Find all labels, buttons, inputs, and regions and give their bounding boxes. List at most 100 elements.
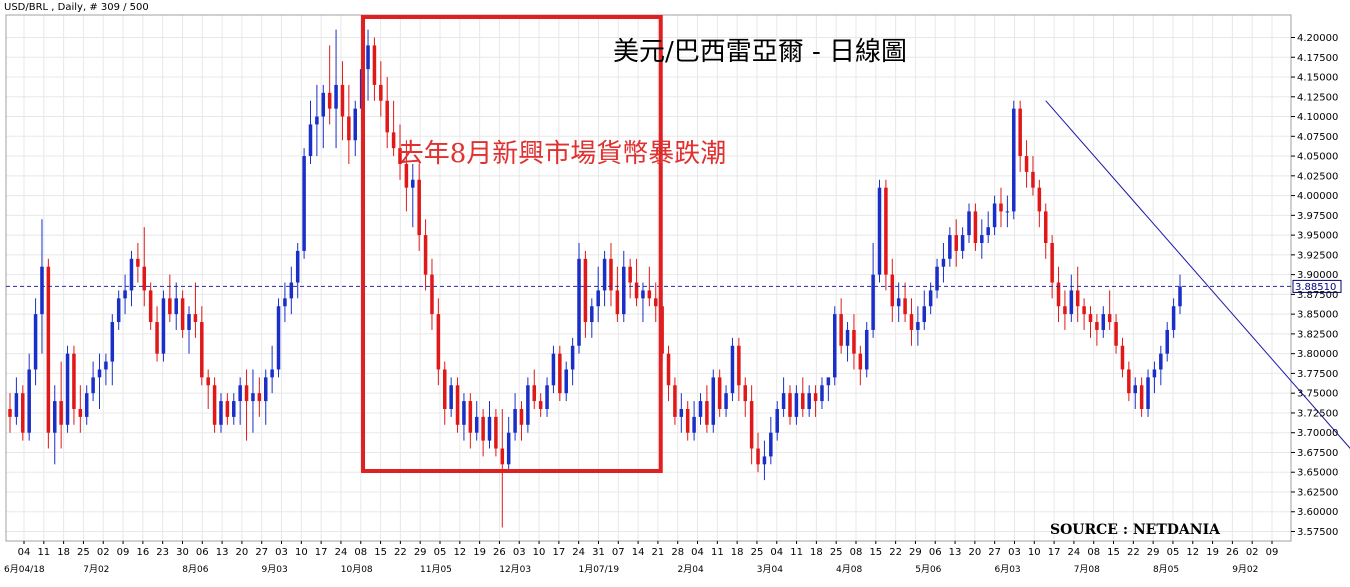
- candle-body: [436, 314, 441, 370]
- candle-body: [788, 393, 792, 417]
- candle-body: [193, 314, 198, 323]
- x-tick-label: 29: [909, 547, 922, 558]
- month-label: 6月04/18: [4, 564, 45, 575]
- candle-body: [462, 401, 466, 425]
- y-tick-label: 3.60000: [1297, 507, 1338, 518]
- candle-body: [980, 235, 984, 244]
- x-tick-label: 10: [533, 547, 546, 558]
- x-axis: 04 11 18 25 02 09 16 23 30 06 13 20 27 03 10 17 24 08 15 22…: [4, 541, 1278, 575]
- x-tick-label: 17: [1048, 547, 1061, 558]
- candle-body: [1005, 211, 1010, 213]
- x-tick-label: 22: [889, 547, 902, 558]
- x-tick-label: 31: [592, 547, 605, 558]
- y-tick-label: 3.87500: [1297, 290, 1338, 301]
- x-tick-label: 04: [770, 547, 783, 558]
- x-tick-label: 17: [315, 547, 328, 558]
- candle-body: [27, 369, 31, 433]
- candle-body: [295, 250, 300, 283]
- candle-body: [481, 416, 485, 441]
- x-tick-label: 02: [1246, 547, 1259, 558]
- trend-line: [1045, 100, 1350, 449]
- x-tick-label: 05: [1167, 547, 1180, 558]
- candle-body: [1127, 369, 1131, 394]
- x-tick-label: 04: [691, 547, 704, 558]
- candle-body: [1152, 369, 1157, 378]
- candle-body: [583, 258, 588, 323]
- candle-body: [1159, 353, 1163, 370]
- candle-body: [852, 329, 856, 354]
- y-tick-label: 4.00000: [1297, 191, 1338, 202]
- candle-body: [340, 84, 345, 117]
- candle-body: [1056, 282, 1061, 307]
- highlight-box: [361, 15, 663, 473]
- candle-body: [615, 290, 620, 315]
- y-tick-label: 3.72500: [1297, 408, 1338, 419]
- candle-body: [14, 393, 19, 417]
- candle-body: [545, 385, 549, 409]
- candle-body: [954, 235, 958, 251]
- candle-body: [513, 408, 517, 433]
- candle-body: [200, 322, 204, 378]
- candle-body: [206, 377, 210, 386]
- candle-body: [487, 416, 492, 441]
- candle-body: [276, 306, 281, 370]
- candle-body: [59, 401, 63, 425]
- x-tick-label: 15: [374, 547, 387, 558]
- candle-body: [935, 266, 939, 291]
- candle-body: [666, 353, 671, 386]
- candle-body: [775, 408, 779, 433]
- candle-body: [692, 416, 696, 433]
- x-tick-label: 10: [1028, 547, 1041, 558]
- y-tick-label: 3.67500: [1297, 448, 1338, 459]
- candle-body: [628, 266, 632, 283]
- candle-body: [391, 132, 396, 149]
- candle-body: [251, 393, 255, 402]
- candle-body: [52, 401, 57, 433]
- candle-body: [679, 408, 684, 417]
- x-tick-label: 13: [949, 547, 962, 558]
- candle-body: [839, 314, 843, 346]
- candle-body: [1075, 290, 1080, 307]
- y-tick-label: 3.70000: [1297, 428, 1338, 439]
- candle-body: [1082, 306, 1086, 315]
- x-tick-label: 24: [335, 547, 348, 558]
- candle-body: [960, 235, 965, 251]
- candle-body: [116, 298, 121, 323]
- candle-body: [609, 258, 613, 291]
- y-tick-label: 3.90000: [1297, 270, 1338, 281]
- candle-body: [896, 298, 901, 307]
- candle-body: [1069, 290, 1074, 315]
- candle-body: [858, 353, 863, 370]
- candle-body: [730, 345, 735, 394]
- candle-body: [315, 116, 319, 125]
- month-label: 9月03: [262, 564, 288, 575]
- current-price-label: 3.88510: [1295, 282, 1336, 293]
- candle-body: [270, 369, 274, 378]
- candle-body: [698, 401, 703, 417]
- x-tick-label: 02: [97, 547, 110, 558]
- month-label: 3月04: [757, 564, 783, 575]
- candle-body: [91, 377, 95, 394]
- candle-body: [148, 290, 153, 323]
- x-tick-label: 07: [612, 547, 625, 558]
- candle-body: [871, 274, 875, 330]
- y-tick-label: 3.95000: [1297, 231, 1338, 242]
- candle-body: [97, 369, 102, 378]
- candle-body: [992, 203, 997, 228]
- candle-body: [1043, 211, 1048, 244]
- candle-body: [334, 84, 338, 109]
- candle-body: [724, 393, 728, 409]
- candle-body: [551, 353, 556, 386]
- candle-body: [711, 377, 716, 425]
- x-tick-label: 13: [216, 547, 229, 558]
- candle-body: [1037, 187, 1042, 212]
- y-tick-label: 3.77500: [1297, 369, 1338, 380]
- candle-body: [653, 298, 658, 307]
- candle-body: [8, 408, 12, 417]
- candle-body: [455, 385, 460, 425]
- x-tick-label: 12: [1186, 547, 1199, 558]
- month-label: 11月05: [420, 564, 452, 575]
- candle-body: [864, 329, 869, 370]
- candle-body: [532, 385, 537, 402]
